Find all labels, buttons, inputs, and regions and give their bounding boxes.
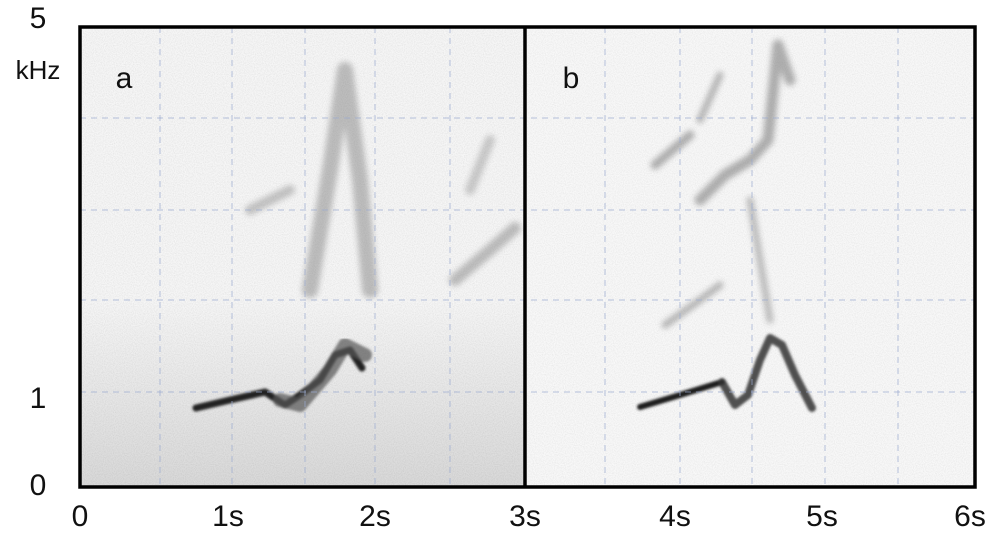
y-tick-label: 5 <box>30 2 47 35</box>
x-tick-label: 2s <box>359 500 391 533</box>
spectrogram-b <box>527 27 975 487</box>
x-axis: 0 1s 2s 3s 4s 5s 6s <box>72 500 986 533</box>
y-axis-unit: kHz <box>16 55 61 85</box>
y-tick-label: 1 <box>30 382 47 415</box>
spectrogram-a <box>80 27 525 487</box>
panel-label: a <box>116 62 133 95</box>
x-tick-label: 5s <box>806 500 838 533</box>
x-tick-label: 3s <box>509 500 541 533</box>
x-tick-label: 0 <box>72 500 89 533</box>
frame <box>78 25 977 489</box>
x-tick-label: 6s <box>954 500 986 533</box>
x-tick-label: 4s <box>659 500 691 533</box>
panel-label: b <box>563 62 580 95</box>
y-tick-label: 0 <box>30 469 47 502</box>
x-tick-label: 1s <box>212 500 244 533</box>
